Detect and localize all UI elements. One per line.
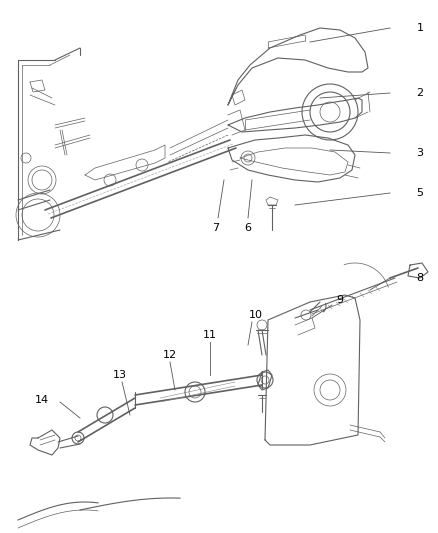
Text: 11: 11 [203, 330, 217, 340]
Text: 14: 14 [35, 395, 49, 405]
Text: 1: 1 [417, 23, 424, 33]
Text: 7: 7 [212, 223, 219, 233]
Text: 10: 10 [249, 310, 263, 320]
Text: 13: 13 [113, 370, 127, 380]
Text: 5: 5 [417, 188, 424, 198]
Text: 12: 12 [163, 350, 177, 360]
Text: 2: 2 [417, 88, 424, 98]
Text: 3: 3 [417, 148, 424, 158]
Text: 9: 9 [336, 295, 343, 305]
Text: 8: 8 [417, 273, 424, 283]
Text: 6: 6 [244, 223, 251, 233]
